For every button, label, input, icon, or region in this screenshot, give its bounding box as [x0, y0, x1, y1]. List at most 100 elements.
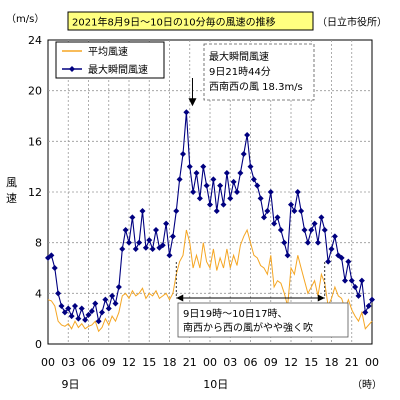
title-box [67, 11, 314, 31]
data-point [355, 292, 362, 299]
axis-layer: 0 4 8 12 16 20 24 00 03 06 09 12 15 18 21 00 03 06 09 12 15 1… [28, 34, 379, 391]
data-point [95, 318, 102, 325]
data-point [261, 214, 267, 221]
data-point [72, 303, 78, 309]
data-point [65, 305, 72, 312]
x-tick-label: 03 [223, 356, 237, 369]
data-point [217, 182, 224, 189]
annotation-box-range [177, 302, 349, 338]
data-point [369, 296, 375, 303]
data-point [267, 189, 274, 195]
legend-box [55, 41, 165, 79]
data-point [271, 220, 278, 227]
annotation-max-text: 最大瞬間風速 [209, 50, 269, 63]
data-point [82, 316, 89, 323]
data-point [362, 309, 369, 316]
data-point [277, 227, 284, 233]
data-point [240, 151, 247, 157]
data-point [311, 220, 318, 227]
x-tick-label: 00 [203, 356, 217, 369]
data-point [291, 208, 298, 214]
legend-label-max: 最大瞬間風速 [88, 63, 148, 76]
x-tick-label: 18 [325, 356, 339, 369]
x-tick-label: 12 [284, 356, 298, 369]
data-point [244, 132, 251, 138]
y-tick-label: 12 [28, 186, 42, 199]
x-tick-label: 00 [41, 356, 55, 369]
data-point [126, 239, 132, 246]
data-point [102, 296, 109, 303]
legend-label-avg: 平均風速 [88, 46, 128, 58]
data-point [335, 252, 342, 259]
data-point [180, 151, 186, 157]
data-point [230, 178, 237, 185]
chart-title-suffix: （日立市役所） [317, 16, 387, 29]
annotation-range-text: 9日19時～10日17時、 [183, 308, 288, 320]
x-tick-label: 06 [82, 356, 96, 369]
data-point [51, 265, 58, 271]
data-point [186, 163, 193, 170]
x-tick-label: 18 [163, 356, 177, 369]
legend-marker-max [69, 66, 75, 72]
y-tick-label: 24 [28, 34, 42, 47]
data-point [88, 308, 95, 315]
x-tick-label: 15 [142, 356, 156, 369]
data-point [247, 163, 254, 170]
data-point [237, 170, 244, 176]
y-tick-label: 8 [35, 237, 42, 250]
data-point [48, 252, 55, 259]
y-tick-label: 20 [28, 85, 42, 98]
data-point [288, 201, 294, 208]
data-point [58, 303, 65, 309]
data-point [223, 170, 230, 176]
data-point [119, 246, 126, 252]
data-point [115, 284, 122, 290]
x-tick-label: 09 [264, 356, 278, 369]
data-point [166, 252, 173, 259]
y-axis-label-char-1: 風 [6, 176, 17, 189]
data-point [325, 258, 332, 265]
data-point [200, 163, 207, 170]
data-point [298, 208, 305, 214]
x-unit-label: （時） [352, 379, 382, 391]
data-point [85, 311, 92, 318]
y-tick-label: 0 [35, 338, 42, 351]
data-point [196, 195, 203, 202]
data-point [274, 214, 281, 221]
range-arrow-left [176, 294, 184, 302]
chart-title: 2021年8月9日～10日の10分毎の風速の推移 [72, 16, 276, 29]
y-tick-label: 4 [35, 287, 42, 300]
data-point [234, 189, 240, 195]
data-point [109, 292, 116, 299]
data-point [142, 244, 149, 251]
data-point [92, 300, 99, 307]
data-point [227, 195, 234, 202]
data-point [308, 227, 315, 233]
data-point [254, 182, 261, 189]
data-point [345, 258, 352, 265]
data-point [338, 254, 345, 261]
data-point [173, 208, 180, 214]
data-point [321, 227, 328, 233]
x-tick-label: 12 [122, 356, 136, 369]
data-point [176, 176, 183, 183]
data-point [284, 252, 291, 259]
data-point [315, 239, 321, 246]
data-point [149, 246, 156, 252]
data-point [250, 176, 257, 183]
series-layer [45, 109, 375, 333]
data-point [68, 313, 75, 320]
day-label: 10日 [203, 378, 228, 391]
data-point [365, 303, 372, 309]
data-point [301, 227, 308, 233]
data-point [281, 239, 288, 246]
data-point [207, 201, 213, 208]
data-point [112, 300, 119, 307]
data-point [203, 182, 210, 189]
annotation-max-text: 9日21時44分 [209, 66, 271, 78]
x-tick-label: 03 [61, 356, 75, 369]
data-point [169, 233, 176, 240]
data-point [210, 176, 217, 183]
data-point [193, 170, 200, 176]
